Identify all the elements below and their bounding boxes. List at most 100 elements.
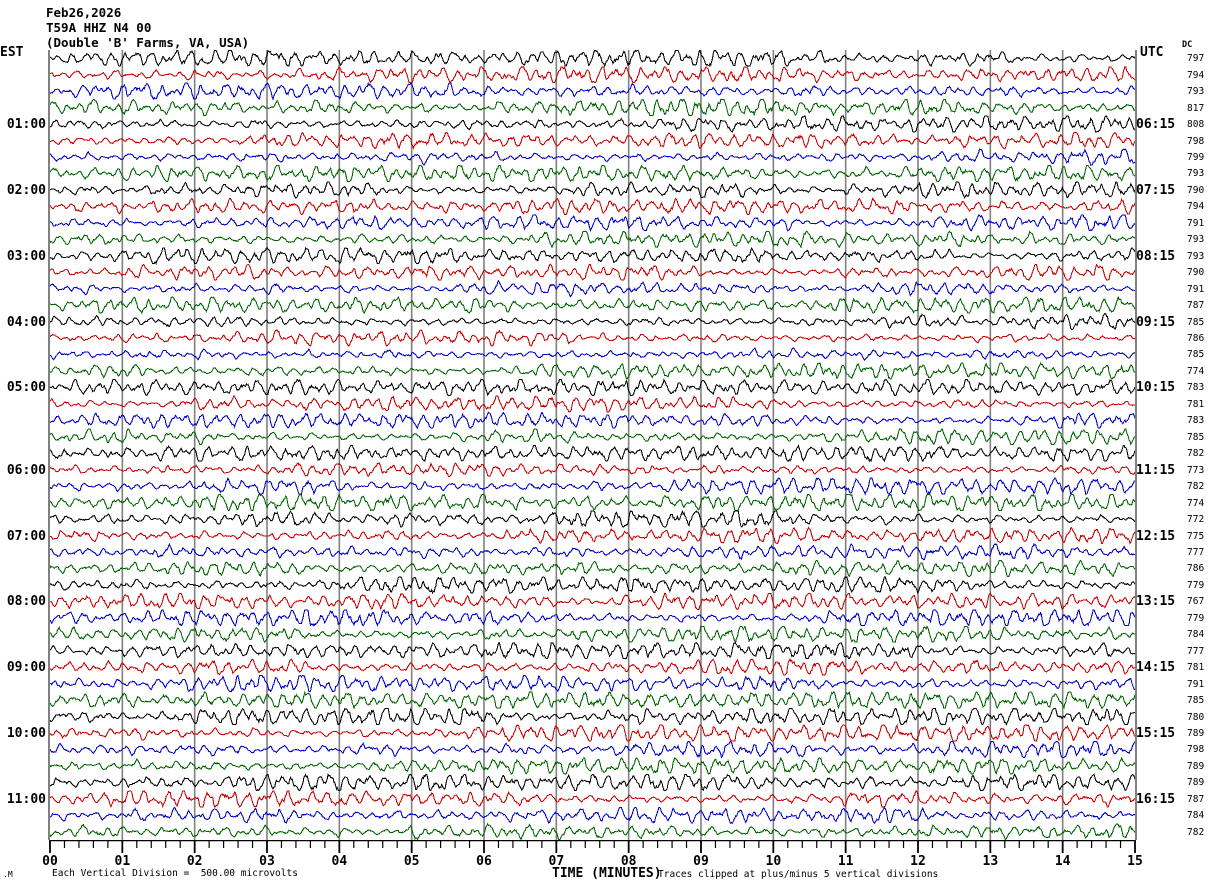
dc-value: 785 [1187, 316, 1205, 328]
dc-value: 784 [1187, 629, 1205, 641]
x-tick-label: 11 [837, 854, 854, 869]
right-time-label: 13:15 [1136, 594, 1176, 610]
trace-row [50, 214, 1135, 232]
trace-row [50, 559, 1135, 578]
right-time-label: 09:15 [1136, 314, 1176, 330]
dc-value: 790 [1187, 267, 1205, 279]
dc-value: 779 [1187, 612, 1205, 624]
trace-row [50, 592, 1135, 611]
trace-lines [50, 50, 1135, 840]
trace-row [50, 723, 1135, 743]
left-time-label: 02:00 [6, 182, 46, 198]
x-tick-label: 02 [186, 854, 203, 869]
trace-row [50, 230, 1135, 249]
trace-row [50, 50, 1135, 68]
dc-value: 777 [1187, 546, 1205, 558]
dc-value: 789 [1187, 777, 1205, 789]
trace-row [50, 131, 1135, 150]
trace-row [50, 822, 1135, 840]
x-tick-label: 08 [620, 854, 637, 869]
header-date: Feb26,2026 [46, 5, 122, 20]
dc-value: 789 [1187, 728, 1205, 740]
x-tick-label: 13 [982, 854, 999, 869]
vertical-gridlines [121, 50, 1064, 840]
dc-value: 785 [1187, 349, 1205, 361]
trace-row [50, 395, 1135, 413]
dc-value: 780 [1187, 711, 1205, 723]
trace-row [50, 707, 1135, 726]
trace-row [50, 493, 1135, 512]
trace-row [50, 509, 1135, 528]
dc-value: 774 [1187, 497, 1205, 509]
dc-value: 798 [1187, 744, 1205, 756]
right-time-label: 06:15 [1136, 117, 1176, 133]
x-tick-label: 00 [42, 854, 58, 869]
right-time-label: 16:15 [1136, 791, 1176, 807]
trace-row [50, 690, 1135, 710]
trace-row [50, 526, 1135, 545]
trace-row [50, 444, 1135, 463]
trace-row [50, 674, 1135, 693]
dc-value: 784 [1187, 810, 1205, 822]
trace-row [50, 773, 1135, 792]
dc-value: 785 [1187, 695, 1205, 707]
dc-value: 773 [1187, 464, 1205, 476]
trace-row [50, 740, 1135, 759]
right-time-label: 08:15 [1136, 248, 1176, 264]
trace-row [50, 313, 1135, 331]
left-time-label: 07:00 [6, 528, 46, 544]
left-time-label: 09:00 [6, 660, 46, 676]
trace-row [50, 411, 1135, 430]
dc-value: 786 [1187, 333, 1205, 345]
x-tick-label: 01 [114, 854, 131, 869]
trace-row [50, 115, 1135, 133]
x-tick-label: 15 [1127, 854, 1143, 869]
dc-value: 782 [1187, 448, 1205, 460]
dc-value: 793 [1187, 250, 1205, 262]
x-axis-title: TIME (MINUTES) [552, 866, 662, 881]
x-tick-label: 09 [693, 854, 709, 869]
right-time-label: 15:15 [1136, 726, 1176, 742]
trace-row [50, 806, 1135, 825]
dc-value: 817 [1187, 102, 1205, 114]
dc-value: 791 [1187, 217, 1205, 229]
x-tick-label: 03 [259, 854, 275, 869]
trace-row [50, 625, 1135, 644]
right-time-label: 12:15 [1136, 528, 1176, 544]
trace-row [50, 608, 1135, 627]
trace-row [50, 542, 1135, 561]
x-tick-label: 05 [403, 854, 420, 869]
dc-value: 798 [1187, 135, 1205, 147]
trace-row [50, 98, 1135, 117]
trace-row [50, 790, 1135, 809]
trace-row [50, 347, 1135, 362]
dc-value: 787 [1187, 300, 1205, 312]
trace-row [50, 181, 1135, 199]
dc-value: 786 [1187, 563, 1205, 575]
x-tick-label: 12 [910, 854, 926, 869]
left-time-label: 11:00 [6, 791, 46, 807]
trace-row [50, 427, 1135, 446]
right-time-label: 14:15 [1136, 660, 1176, 676]
trace-row [50, 65, 1135, 84]
trace-row [50, 658, 1135, 676]
trace-row [50, 329, 1135, 347]
x-tick-label: 10 [765, 854, 782, 869]
dc-value: 782 [1187, 481, 1205, 493]
dc-column-header: DC [1182, 40, 1192, 50]
seismogram-plot-area [48, 50, 1137, 840]
dc-value: 777 [1187, 645, 1205, 657]
dc-value: 789 [1187, 760, 1205, 772]
left-time-label: 10:00 [6, 726, 46, 742]
dc-value: 797 [1187, 53, 1205, 65]
left-time-label: 05:00 [6, 380, 46, 396]
dc-column-header-text: DC [1182, 40, 1193, 50]
clipping-note: Traces clipped at plus/minus 5 vertical … [658, 869, 939, 880]
right-axis-timezone-label: UTC [1140, 45, 1164, 60]
left-time-label: 03:00 [6, 248, 46, 264]
trace-row [50, 263, 1135, 281]
x-tick-label: 04 [331, 854, 348, 869]
right-time-label: 11:15 [1136, 462, 1176, 478]
trace-row [50, 642, 1135, 660]
trace-row [50, 378, 1135, 397]
